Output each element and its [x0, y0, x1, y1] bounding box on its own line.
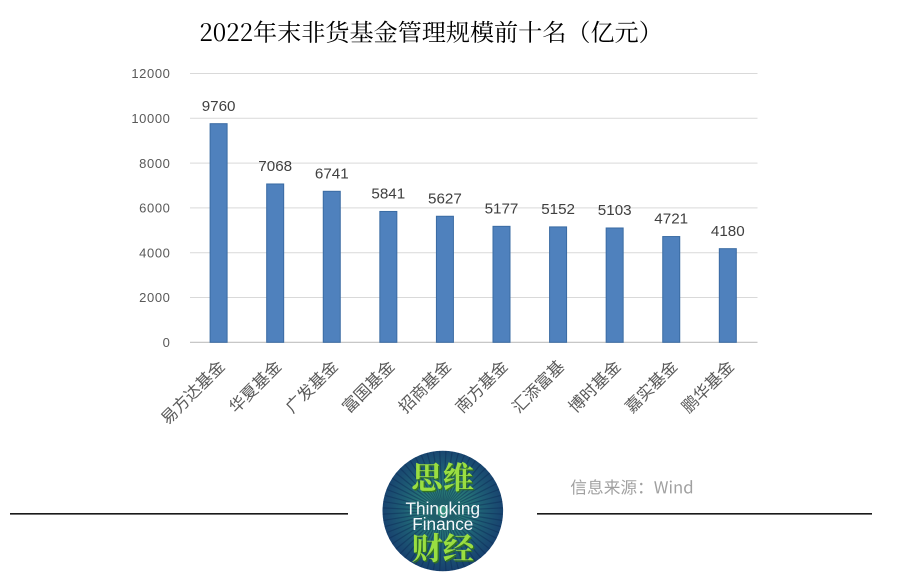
svg-text:12000: 12000 — [131, 66, 170, 81]
svg-text:5103: 5103 — [598, 202, 632, 219]
svg-text:Finance: Finance — [412, 514, 473, 534]
svg-text:5627: 5627 — [428, 191, 462, 208]
svg-text:6741: 6741 — [315, 166, 349, 183]
svg-text:9760: 9760 — [202, 98, 236, 115]
svg-text:7068: 7068 — [258, 158, 292, 175]
svg-text:8000: 8000 — [139, 156, 170, 171]
svg-text:0: 0 — [163, 335, 171, 350]
svg-text:5177: 5177 — [485, 201, 519, 218]
svg-text:5841: 5841 — [371, 186, 405, 203]
svg-text:2000: 2000 — [139, 290, 170, 305]
svg-text:Thingking: Thingking — [406, 499, 481, 519]
svg-text:6000: 6000 — [139, 201, 170, 216]
svg-text:4000: 4000 — [139, 245, 170, 260]
svg-text:5152: 5152 — [541, 201, 575, 218]
svg-text:10000: 10000 — [131, 111, 170, 126]
svg-text:4721: 4721 — [654, 211, 688, 228]
svg-text:4180: 4180 — [711, 223, 745, 240]
